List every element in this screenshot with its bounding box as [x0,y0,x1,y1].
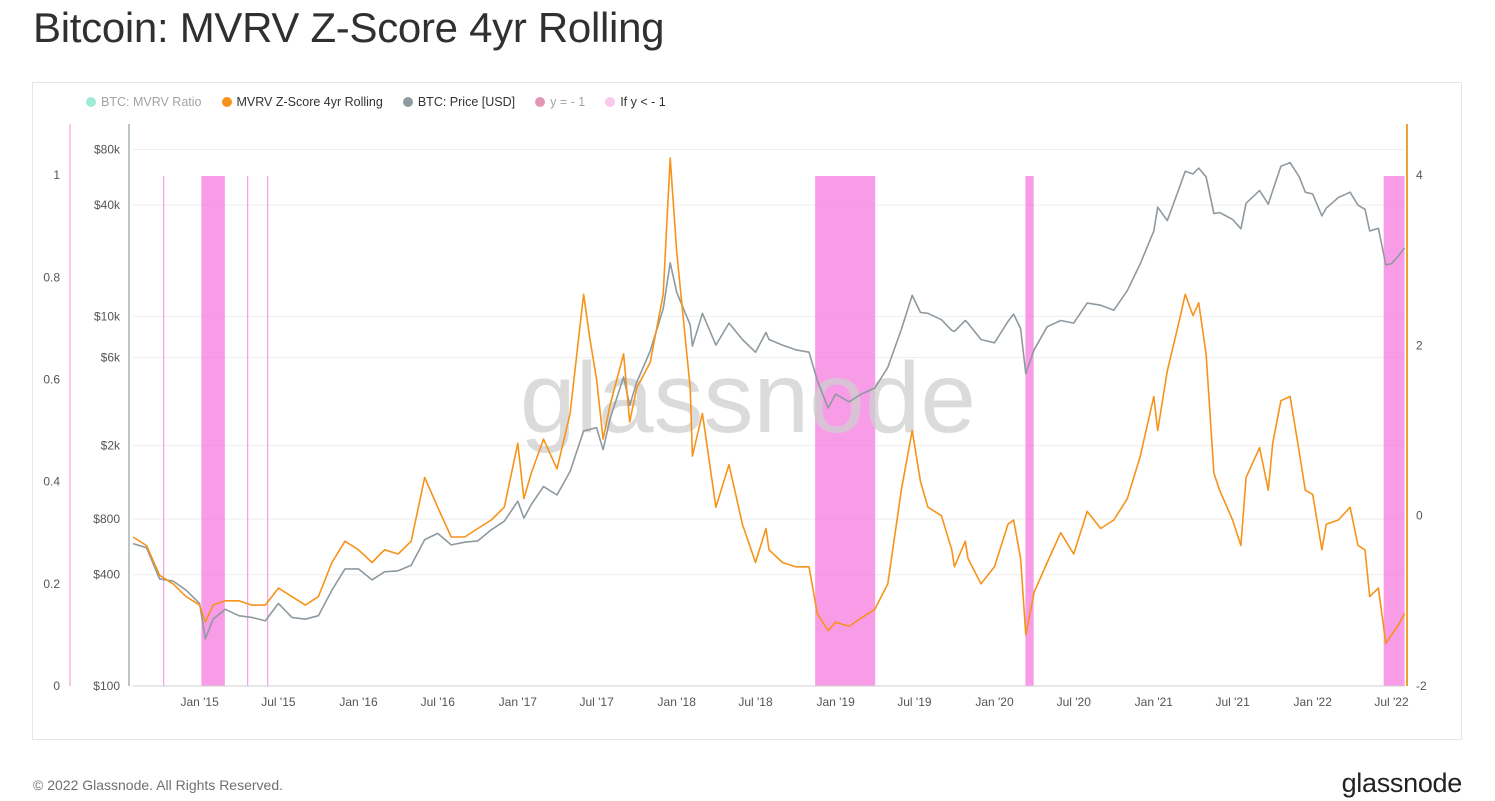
legend-swatch-mvrv-ratio [86,97,96,107]
zscore-tick-label: -2 [1416,679,1427,693]
x-tick-label: Jul '19 [897,695,932,709]
zscore-tick-label: 4 [1416,168,1423,182]
price-tick-label: $100 [93,679,120,693]
btc-price-line [132,161,1406,640]
glassnode-logo[interactable]: glassnode [1341,768,1463,798]
x-tick-label: Jul '15 [261,695,296,709]
left-outer-tick-label: 0.2 [43,577,60,591]
price-tick-label: $800 [93,512,120,526]
x-tick-label: Jan '16 [339,695,378,709]
highlight-band [1383,176,1405,686]
legend-item-mvrv-zscore[interactable]: MVRV Z-Score 4yr Rolling [221,95,383,109]
x-tick-label: Jul '22 [1374,695,1409,709]
zscore-tick-label: 2 [1416,338,1423,352]
footer-copyright: © 2022 Glassnode. All Rights Reserved. [33,777,284,793]
left-outer-tick-label: 0 [53,679,60,693]
highlight-band [247,176,249,686]
highlight-band [267,176,269,686]
chart-axes [69,124,1408,687]
highlight-band [163,176,165,686]
price-tick-label: $2k [101,439,121,453]
page-title: Bitcoin: MVRV Z-Score 4yr Rolling [33,4,665,51]
price-tick-label: $400 [93,568,120,582]
left-outer-tick-label: 0.4 [43,475,60,489]
legend-swatch-y-minus-one [535,97,546,107]
legend-item-if-y-below[interactable]: If y < - 1 [605,95,666,109]
chart-frame [32,82,1462,740]
chart-legend: BTC: MVRV Ratio MVRV Z-Score 4yr Rolling… [86,95,666,109]
watermark: glassnode [520,342,976,454]
x-tick-label: Jul '20 [1057,695,1092,709]
legend-label-mvrv-ratio: BTC: MVRV Ratio [101,95,202,109]
left-outer-tick-label: 0.6 [43,372,60,386]
axis-ticks: 0 0.2 0.4 0.6 0.8 1 $100 $400 $800 $2k $6k $10k $40k… [43,143,1427,709]
x-tick-label: Jan '19 [816,695,855,709]
highlight-bands [163,176,1405,686]
legend-label-mvrv-zscore: MVRV Z-Score 4yr Rolling [236,95,383,109]
price-tick-label: $40k [94,198,121,212]
price-tick-label: $80k [94,143,121,157]
legend-item-btc-price[interactable]: BTC: Price [USD] [402,95,516,109]
legend-swatch-btc-price [402,97,413,107]
x-tick-label: Jan '17 [499,695,538,709]
highlight-band [201,176,225,686]
left-outer-tick-label: 1 [53,168,60,182]
legend-swatch-mvrv-zscore [221,97,232,107]
highlight-band [1025,176,1034,686]
x-tick-label: Jan '22 [1294,695,1333,709]
zscore-tick-label: 0 [1416,509,1423,523]
legend-label-if-y-below: If y < - 1 [620,95,666,109]
x-tick-label: Jul '21 [1215,695,1250,709]
price-tick-label: $6k [101,350,121,364]
x-tick-label: Jan '20 [975,695,1014,709]
highlight-band [815,176,876,686]
x-tick-label: Jul '18 [738,695,773,709]
x-tick-label: Jan '21 [1135,695,1174,709]
legend-label-btc-price: BTC: Price [USD] [417,95,516,109]
legend-item-y-minus-one[interactable]: y = - 1 [535,95,585,109]
legend-item-mvrv-ratio[interactable]: BTC: MVRV Ratio [86,95,202,109]
price-tick-label: $10k [94,309,121,323]
x-tick-label: Jan '15 [180,695,219,709]
legend-swatch-if-y-below [605,97,616,107]
chart-series [132,157,1406,645]
x-tick-label: Jul '16 [421,695,456,709]
x-tick-label: Jan '18 [658,695,697,709]
left-outer-tick-label: 0.8 [43,270,60,284]
x-tick-label: Jul '17 [579,695,614,709]
mvrv-zscore-line [132,157,1406,645]
legend-label-y-minus-one: y = - 1 [550,95,586,109]
